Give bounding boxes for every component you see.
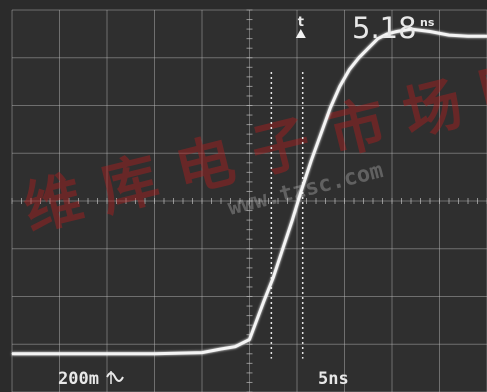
channel-scale-label: 200m: [58, 369, 99, 389]
waveform-trace: [12, 27, 487, 356]
readout-value: 5.18: [352, 11, 417, 45]
readout-unit: ns: [420, 16, 435, 29]
trigger-marker: t: [295, 15, 306, 38]
trigger-marker-icon: [295, 29, 306, 38]
measurement-readout: 5.18 ns: [352, 11, 435, 45]
time-scale-label: 5ns: [318, 369, 349, 389]
coupling-icon: [106, 371, 124, 384]
trigger-marker-t: t: [298, 15, 304, 30]
